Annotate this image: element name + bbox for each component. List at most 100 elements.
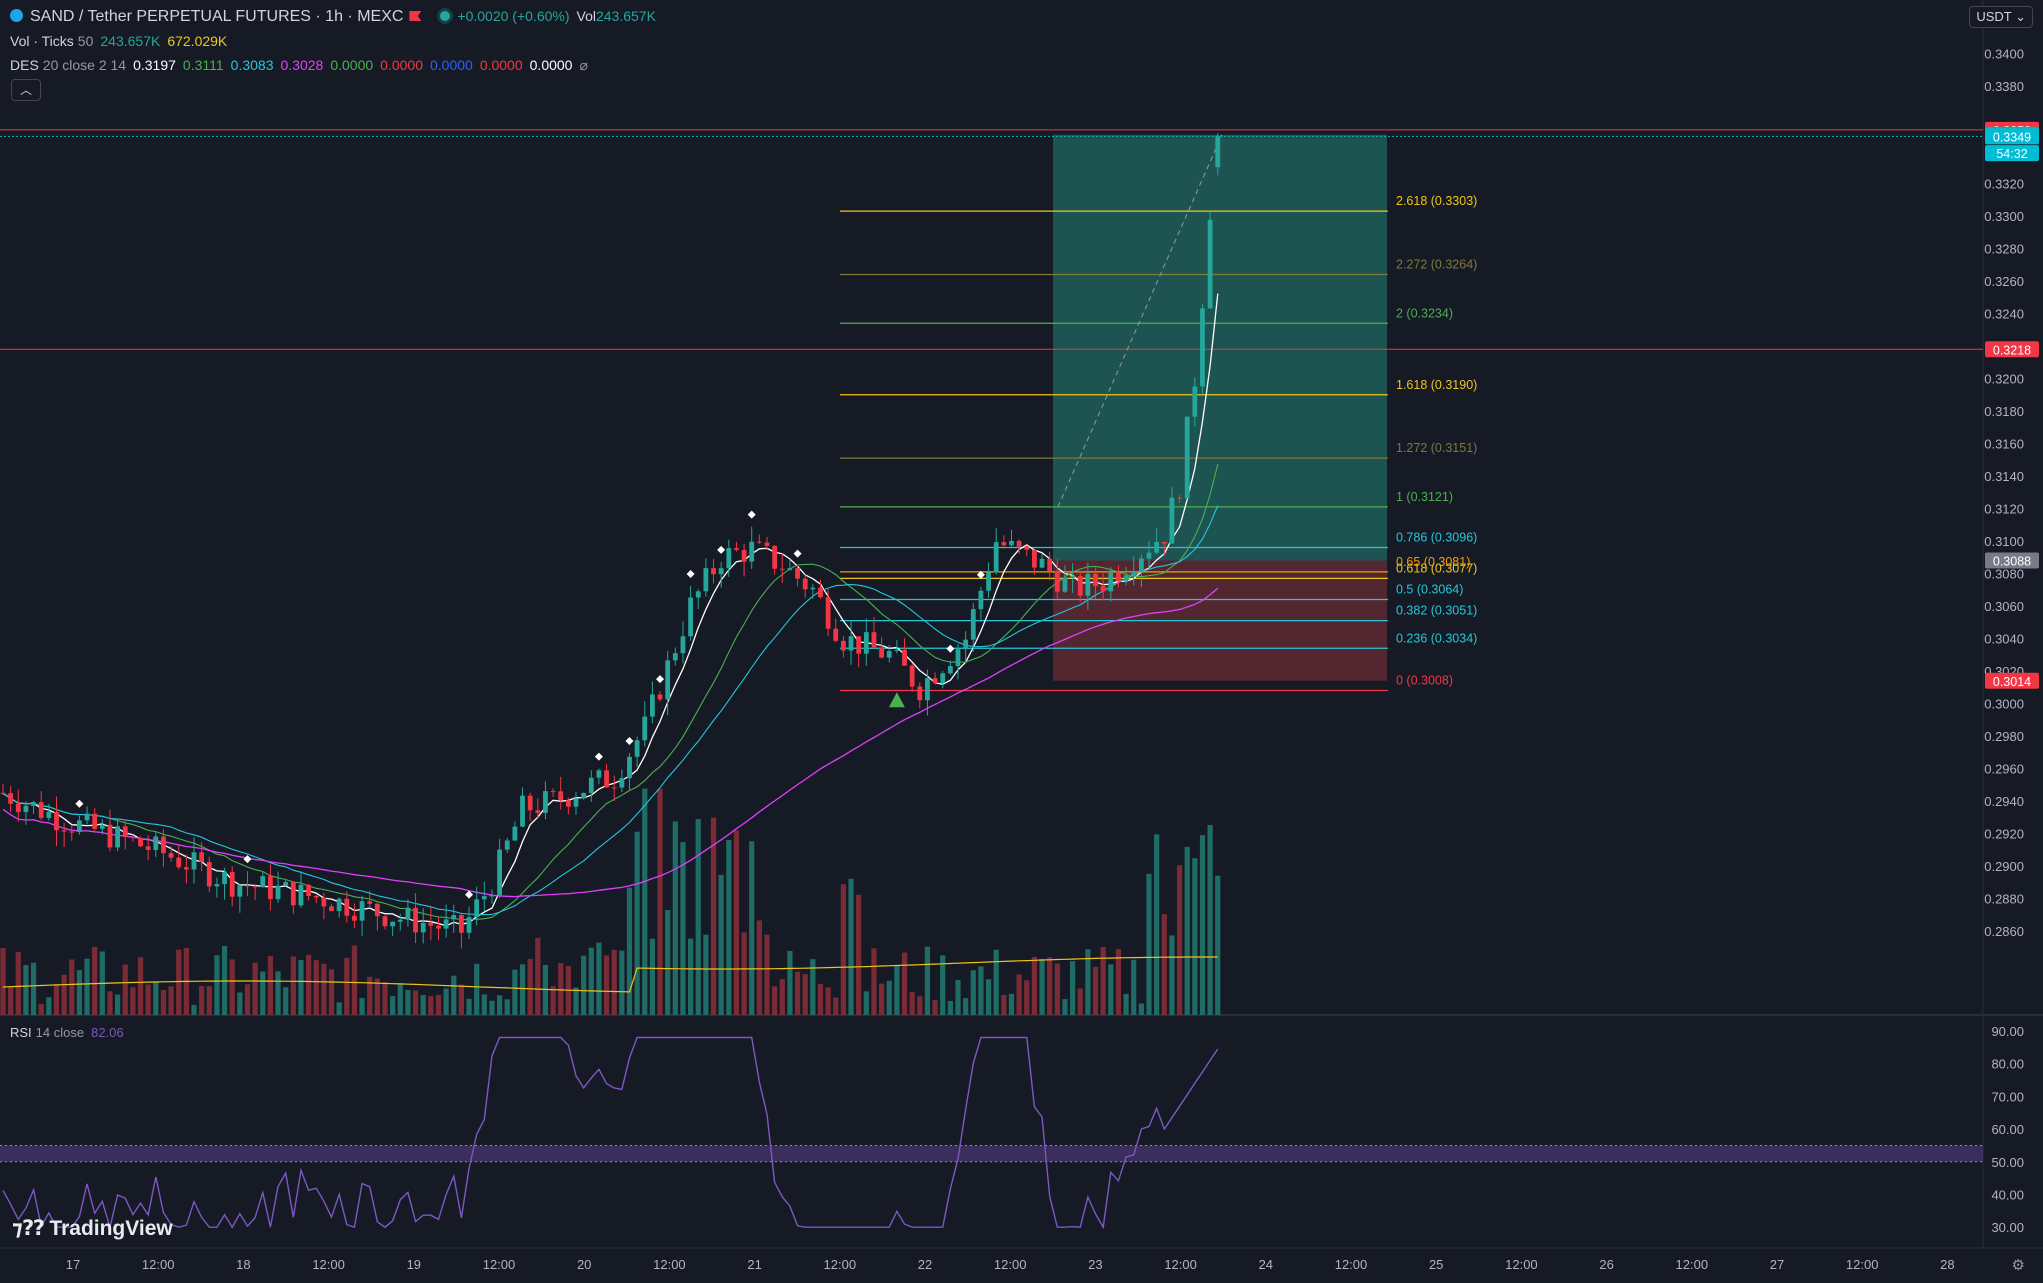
- candle-body: [955, 649, 961, 667]
- vol-ticks-legend[interactable]: Vol · Ticks 50 243.657K 672.029K: [10, 33, 234, 49]
- signal-diamond-icon: [793, 549, 802, 558]
- volume-bar: [1092, 966, 1099, 1015]
- time-tick-label: 12:00: [1676, 1257, 1709, 1272]
- volume-bar: [206, 986, 212, 1015]
- price-tick-label: 0.3300: [1984, 209, 2024, 224]
- candle-body: [145, 846, 151, 850]
- volume-bar: [764, 934, 770, 1015]
- candle-body: [260, 876, 266, 888]
- time-tick-label: 18: [236, 1257, 250, 1272]
- vol-value: 243.657K: [595, 8, 656, 24]
- candle-body: [665, 660, 671, 700]
- volume-bar: [1192, 858, 1198, 1015]
- volume-bar: [61, 974, 67, 1015]
- candle-body: [183, 867, 189, 870]
- volume-bar: [1031, 956, 1037, 1015]
- symbol-title[interactable]: SAND / Tether PERPETUAL FUTURES · 1h · M…: [30, 8, 404, 25]
- volume-bar: [420, 995, 426, 1015]
- price-tick-label: 0.2920: [1984, 827, 2024, 842]
- volume-bar: [1047, 957, 1053, 1015]
- rsi-legend[interactable]: RSI 14 close 82.06: [10, 1025, 131, 1040]
- signal-diamond-icon: [976, 570, 985, 579]
- candle-body: [596, 770, 602, 778]
- volume-bar: [497, 995, 503, 1015]
- price-tick-label: 0.3400: [1984, 47, 2024, 62]
- volume-bar: [940, 955, 946, 1015]
- des-line-magenta: [2, 587, 1219, 898]
- candle-body: [1001, 542, 1007, 546]
- candle-body: [336, 898, 342, 912]
- volume-bar: [252, 962, 258, 1015]
- gear-icon[interactable]: ⚙: [2011, 1256, 2025, 1274]
- tradingview-logo[interactable]: ⁊⁇ TradingView: [12, 1216, 173, 1241]
- price-tick-label: 0.3180: [1984, 404, 2024, 419]
- des-legend[interactable]: DES 20 close 2 14 0.3197 0.3111 0.3083 0.3028…: [10, 57, 595, 74]
- volume-bar: [336, 1002, 342, 1015]
- price-tick-label: 0.3060: [1984, 599, 2024, 614]
- candle-body: [1215, 136, 1221, 168]
- candle-body: [1070, 576, 1075, 578]
- price-label-bg: [1985, 145, 2039, 162]
- volume-bar: [963, 998, 969, 1015]
- candle-body: [237, 885, 243, 897]
- volume-bar: [1146, 873, 1152, 1015]
- volume-bar: [359, 998, 365, 1015]
- volume-bar: [374, 978, 380, 1015]
- time-tick-label: 12:00: [483, 1257, 516, 1272]
- candle-body: [321, 897, 327, 907]
- volume-bar: [626, 887, 633, 1015]
- volume-bar: [1131, 959, 1137, 1015]
- price-tick-label: 0.2900: [1984, 859, 2024, 874]
- currency-selector-button[interactable]: USDT ⌄: [1969, 6, 2033, 28]
- candle-body: [535, 810, 541, 813]
- des-value-5: 0.0000: [380, 57, 423, 73]
- volume-bar: [1054, 963, 1060, 1015]
- candle-body: [451, 915, 457, 920]
- des-params: 20 close 2 14: [42, 57, 127, 73]
- rsi-axis: 90.00 80.00 70.00 60.00 50.00 40.00 30.00: [1991, 1024, 2024, 1235]
- candle-body: [925, 678, 930, 701]
- time-tick-label: 12:00: [1505, 1257, 1538, 1272]
- volume-bar: [772, 986, 778, 1015]
- signal-diamond-icon: [75, 799, 84, 808]
- volume-bar: [244, 984, 251, 1015]
- price-tick-label: 0.3080: [1984, 567, 2024, 582]
- time-tick-label: 26: [1599, 1257, 1613, 1272]
- flag-icon[interactable]: [409, 11, 422, 21]
- volume-bar: [1184, 846, 1190, 1015]
- volume-bar: [596, 942, 602, 1015]
- des-line-green: [2, 463, 1219, 921]
- volume-bar: [527, 958, 533, 1015]
- volume-bar: [1008, 993, 1015, 1015]
- candle-body: [650, 694, 655, 717]
- candle-body: [947, 666, 953, 674]
- candle-body: [543, 791, 548, 813]
- candle-body: [558, 791, 564, 801]
- volume-bar: [802, 974, 808, 1015]
- price-tick-label: 0.3320: [1984, 177, 2024, 192]
- fib-level-label: 0.65 (0.3081): [1396, 555, 1470, 569]
- time-tick-label: 22: [918, 1257, 932, 1272]
- candle-body: [1116, 572, 1121, 582]
- candle-body: [512, 826, 518, 841]
- volume-ma-line: [2, 956, 1218, 993]
- price-label-text: 0.3218: [1993, 343, 2031, 357]
- candle-body: [153, 836, 159, 850]
- candle-body: [15, 803, 21, 813]
- volume-bar: [512, 969, 518, 1015]
- fib-level-label: 2.618 (0.3303): [1396, 194, 1477, 208]
- volume-bar: [351, 945, 358, 1015]
- trend-dashed-line: [1057, 134, 1223, 508]
- candle-body: [970, 609, 976, 640]
- volume-bar: [76, 970, 82, 1015]
- volume-bar: [642, 788, 648, 1015]
- logo-text: TradingView: [49, 1217, 173, 1240]
- rsi-tick-label: 90.00: [1991, 1024, 2024, 1039]
- candle-body: [397, 919, 403, 922]
- candle-body: [54, 811, 59, 831]
- candle-body: [741, 549, 747, 562]
- candle-body: [703, 568, 709, 592]
- collapse-legend-button[interactable]: ︿: [11, 79, 41, 101]
- volume-bar: [833, 997, 839, 1015]
